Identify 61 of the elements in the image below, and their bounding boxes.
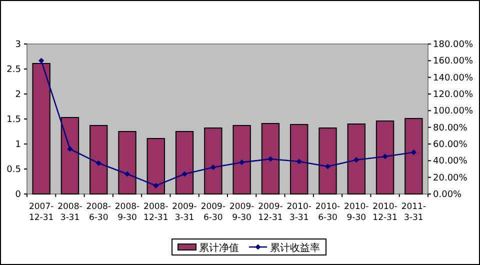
bar [347, 124, 366, 194]
y2-tick-label: 120.00% [433, 90, 474, 100]
x-tick-label: 2008-6-30 [86, 202, 111, 223]
y-tick-label: 0.5 [6, 165, 21, 175]
point [324, 164, 331, 170]
bar [376, 120, 394, 194]
point [296, 158, 302, 164]
x-tick-label: 2009-9-30 [229, 202, 254, 223]
legend-label: 累计收益率 [270, 242, 320, 254]
y-tick-label: 1 [15, 140, 21, 150]
point [96, 160, 102, 166]
x-tick-label: 2010-12-31 [372, 202, 398, 223]
x-tick-label: 2008-12-31 [144, 202, 168, 223]
y2-tick-label: 0.00% [433, 190, 462, 200]
x-tick-label: 2009-12-31 [258, 202, 283, 223]
y2-tick-label: 20.00% [433, 173, 468, 184]
y-tick-label: 2 [15, 90, 21, 100]
y2-tick-label: 100.00% [433, 106, 474, 117]
y2-tick-label: 80.00% [433, 123, 468, 134]
y-tick-label: 2.5 [6, 65, 21, 75]
bar [404, 118, 423, 194]
point [153, 182, 159, 188]
point [354, 157, 360, 163]
bar [90, 125, 108, 194]
point [210, 164, 216, 170]
legend-label: 累计净值 [199, 242, 239, 254]
bar [32, 63, 50, 194]
point [182, 171, 188, 177]
x-tick-label: 2010-3-31 [286, 202, 312, 223]
y2-tick-label: 140.00% [433, 73, 474, 84]
bar [175, 131, 194, 194]
x-tick-label: 2008-9-30 [114, 202, 140, 223]
bar [232, 125, 251, 194]
point [239, 160, 245, 166]
y-tick-label: 0 [15, 190, 22, 200]
bar [60, 117, 80, 194]
point [124, 171, 130, 177]
y2-tick-label: 40.00% [433, 156, 468, 167]
bar [261, 123, 280, 194]
x-tick-label: 2009-6-30 [200, 202, 226, 223]
x-tick-label: 2007-12-31 [28, 202, 54, 223]
x-tick-label: 2011-3-31 [401, 202, 426, 223]
bar [146, 138, 165, 194]
y-tick-label: 1.5 [6, 115, 21, 125]
x-tick-label: 2010-6-30 [315, 202, 340, 223]
x-tick-label: 2009-3-31 [172, 202, 197, 223]
x-tick-label: 2010-9-30 [344, 202, 369, 223]
bar [204, 128, 222, 194]
y2-tick-label: 180.00% [433, 40, 474, 50]
point [382, 154, 388, 160]
y2-tick-label: 160.00% [433, 56, 474, 67]
y2-tick-label: 60.00% [433, 140, 468, 150]
bar [118, 131, 136, 194]
point [410, 150, 416, 156]
bar [290, 124, 308, 194]
point [67, 146, 73, 152]
y-tick-label: 3 [15, 40, 21, 50]
bar [318, 128, 337, 194]
point [38, 58, 44, 64]
point [268, 156, 274, 162]
x-tick-label: 2008-3-31 [58, 202, 82, 223]
